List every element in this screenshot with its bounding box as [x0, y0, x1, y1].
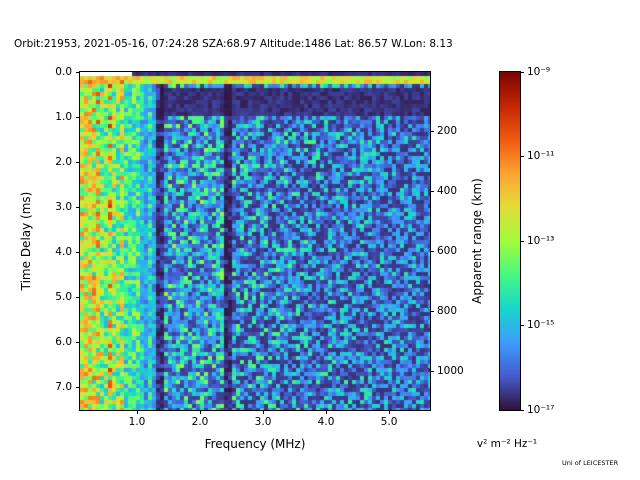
- x-tick-label: 5.0: [380, 416, 398, 428]
- x-tick-mark: [388, 410, 390, 414]
- colorbar-unit-label: v² m⁻² Hz⁻¹: [476, 438, 538, 450]
- x-tick-label: 2.0: [191, 416, 209, 428]
- y-tick-mark: [76, 71, 80, 73]
- y2-tick-label: 200: [437, 125, 458, 138]
- colorbar-tick-mark: [520, 240, 524, 242]
- y-tick-label: 6.0: [55, 335, 72, 348]
- y-tick-mark: [76, 116, 80, 118]
- colorbar-tick-mark: [520, 156, 524, 157]
- spectrogram-heatmap: [79, 71, 431, 411]
- colorbar-tick-mark: [520, 409, 524, 411]
- colorbar-tick-mark: [520, 325, 524, 326]
- x-tick-label: 1.0: [128, 416, 146, 428]
- colorbar-tick-mark: [520, 71, 524, 73]
- y2-tick-label: 400: [437, 185, 458, 198]
- y-tick-label: 3.0: [55, 200, 72, 213]
- colorbar-tick-label: 10⁻¹⁵: [527, 319, 555, 331]
- y2-tick-mark: [430, 191, 434, 193]
- y2-tick-mark: [430, 371, 434, 373]
- x-tick-mark: [262, 410, 264, 414]
- x-tick-mark: [136, 410, 138, 414]
- x-axis-label: Frequency (MHz): [204, 437, 306, 451]
- y-tick-mark: [76, 341, 80, 343]
- x-tick-mark: [325, 410, 327, 414]
- y-axis-label: Time Delay (ms): [19, 191, 33, 291]
- y-tick-label: 4.0: [55, 245, 72, 258]
- y-tick-label: 5.0: [55, 290, 72, 303]
- colorbar: [499, 71, 521, 411]
- credit-text: Uni of LEICESTER: [562, 459, 619, 467]
- x-tick-label: 4.0: [317, 416, 335, 428]
- colorbar-tick-label: 10⁻⁹: [527, 65, 551, 78]
- y-tick-label: 7.0: [55, 380, 72, 393]
- colorbar-tick-label: 10⁻¹³: [527, 234, 555, 247]
- y2-tick-label: 800: [437, 305, 458, 318]
- y2-tick-mark: [430, 311, 434, 313]
- y-tick-mark: [76, 251, 80, 253]
- y-tick-mark: [76, 206, 80, 208]
- y-tick-mark: [76, 161, 80, 163]
- y-tick-mark: [76, 386, 80, 388]
- y-tick-label: 0.0: [55, 65, 72, 78]
- y2-tick-mark: [430, 251, 434, 253]
- colorbar-tick-label: 10⁻¹¹: [527, 150, 555, 162]
- y2-tick-label: 600: [437, 245, 458, 258]
- y2-tick-mark: [430, 131, 434, 133]
- plot-title: Orbit:21953, 2021-05-16, 07:24:28 SZA:68…: [14, 38, 453, 50]
- y2-tick-label: 1000: [437, 365, 464, 378]
- colorbar-tick-label: 10⁻¹⁷: [527, 403, 555, 416]
- y-tick-label: 2.0: [55, 155, 72, 168]
- x-tick-label: 3.0: [254, 416, 272, 428]
- y-tick-mark: [76, 296, 80, 298]
- x-tick-mark: [199, 410, 201, 414]
- y-tick-label: 1.0: [55, 110, 72, 123]
